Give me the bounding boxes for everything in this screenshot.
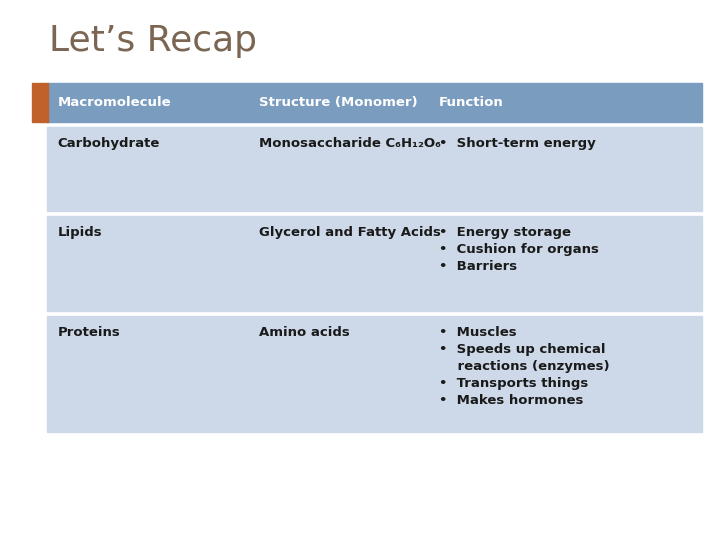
Text: •  Short-term energy: • Short-term energy [439, 137, 596, 150]
Text: Amino acids: Amino acids [259, 326, 350, 339]
Bar [47, 216, 702, 310]
Text: Proteins: Proteins [58, 326, 120, 339]
Text: Let’s Recap: Let’s Recap [49, 24, 257, 58]
Text: Carbohydrate: Carbohydrate [58, 137, 160, 150]
Bar [47, 127, 702, 211]
Text: Glycerol and Fatty Acids: Glycerol and Fatty Acids [259, 226, 441, 239]
Text: Lipids: Lipids [58, 226, 102, 239]
Text: Function: Function [439, 96, 504, 109]
Bar [47, 83, 702, 122]
Bar [32, 83, 48, 122]
Text: Monosaccharide C₆H₁₂O₆: Monosaccharide C₆H₁₂O₆ [259, 137, 441, 150]
Text: Macromolecule: Macromolecule [58, 96, 171, 109]
Text: •  Energy storage
•  Cushion for organs
•  Barriers: • Energy storage • Cushion for organs • … [439, 226, 599, 273]
Text: •  Muscles
•  Speeds up chemical
    reactions (enzymes)
•  Transports things
• : • Muscles • Speeds up chemical reactions… [439, 326, 610, 407]
Text: Structure (Monomer): Structure (Monomer) [259, 96, 418, 109]
Bar [47, 316, 702, 432]
